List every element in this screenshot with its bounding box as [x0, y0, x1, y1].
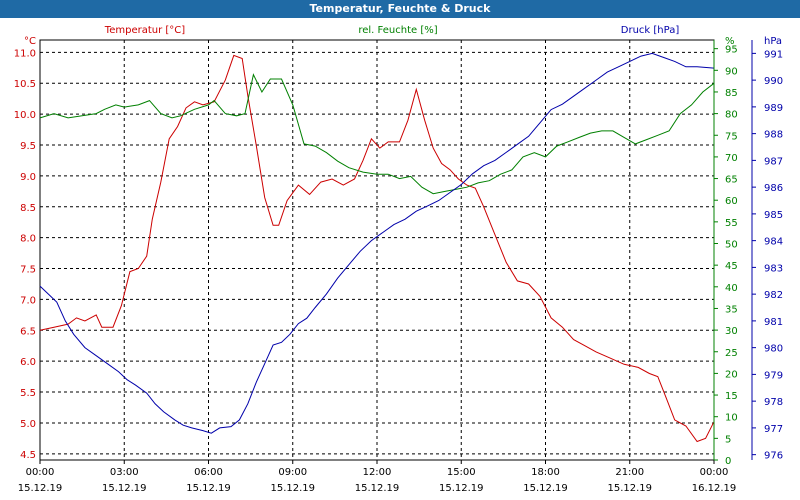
temperature-tick-0: 4.5 — [20, 450, 36, 461]
humidity-tick-18: 90 — [725, 66, 738, 77]
chart-title: Temperatur, Feuchte & Druck — [309, 2, 491, 15]
humidity-tick-4: 20 — [725, 369, 738, 380]
x-tick-time-7: 21:00 — [615, 467, 644, 478]
chart-canvas: 00:00 15.12.19 03:00 15.12.19 06:00 15.12.19 0… — [14, 25, 783, 494]
temperature-tick-3: 6.0 — [20, 357, 36, 368]
humidity-tick-0: 0 — [725, 456, 731, 467]
x-tick-time-0: 00:00 — [26, 467, 55, 478]
pressure-tick-8: 984 — [764, 237, 783, 248]
humidity-tick-17: 85 — [725, 88, 738, 99]
humidity-tick-16: 80 — [725, 110, 738, 121]
x-tick-date-6: 15.12.19 — [523, 483, 568, 494]
humidity-tick-2: 10 — [725, 413, 738, 424]
temperature-unit: °C — [24, 36, 36, 47]
temperature-tick-5: 7.0 — [20, 295, 36, 306]
pressure-tick-11: 987 — [764, 156, 783, 167]
pressure-tick-14: 990 — [764, 76, 783, 87]
humidity-line — [39, 73, 715, 195]
humidity-tick-5: 25 — [725, 348, 738, 359]
x-tick-date-4: 15.12.19 — [355, 483, 400, 494]
x-tick-date-7: 15.12.19 — [607, 483, 652, 494]
pressure-tick-4: 980 — [764, 344, 783, 355]
series-lines — [39, 52, 715, 443]
x-tick-date-5: 15.12.19 — [439, 483, 484, 494]
temperature-tick-4: 6.5 — [20, 326, 36, 337]
chart-title-bar: Temperatur, Feuchte & Druck — [0, 0, 800, 18]
pressure-tick-13: 989 — [764, 103, 783, 114]
legend-temperature: Temperatur [°C] — [104, 25, 185, 36]
temperature-tick-10: 9.5 — [20, 141, 36, 152]
legend-humidity: rel. Feuchte [%] — [358, 25, 437, 36]
axis-labels: 00:00 15.12.19 03:00 15.12.19 06:00 15.12.19 0… — [14, 25, 783, 494]
temperature-tick-2: 5.5 — [20, 388, 36, 399]
temperature-tick-13: 11.0 — [14, 48, 36, 59]
x-tick-date-8: 16.12.19 — [692, 483, 737, 494]
temperature-tick-8: 8.5 — [20, 203, 36, 214]
x-tick-time-2: 06:00 — [194, 467, 223, 478]
x-tick-date-3: 15.12.19 — [270, 483, 315, 494]
pressure-tick-5: 981 — [764, 317, 783, 328]
temperature-tick-6: 7.5 — [20, 265, 36, 276]
humidity-tick-12: 60 — [725, 196, 738, 207]
x-tick-time-3: 09:00 — [278, 467, 307, 478]
x-tick-date-1: 15.12.19 — [102, 483, 147, 494]
temperature-tick-1: 5.0 — [20, 419, 36, 430]
x-tick-time-6: 18:00 — [531, 467, 560, 478]
humidity-tick-7: 35 — [725, 304, 738, 315]
humidity-tick-6: 30 — [725, 326, 738, 337]
humidity-tick-19: 95 — [725, 45, 738, 56]
x-tick-time-1: 03:00 — [110, 467, 139, 478]
humidity-unit: % — [725, 36, 735, 47]
pressure-tick-7: 983 — [764, 263, 783, 274]
pressure-tick-0: 976 — [764, 451, 783, 462]
humidity-tick-8: 40 — [725, 283, 738, 294]
pressure-tick-15: 991 — [764, 49, 783, 60]
humidity-tick-13: 65 — [725, 175, 738, 186]
humidity-tick-3: 15 — [725, 391, 738, 402]
x-tick-time-8: 00:00 — [700, 467, 729, 478]
humidity-tick-15: 75 — [725, 131, 738, 142]
humidity-tick-14: 70 — [725, 153, 738, 164]
x-tick-date-2: 15.12.19 — [186, 483, 231, 494]
pressure-tick-2: 978 — [764, 397, 783, 408]
pressure-tick-12: 988 — [764, 130, 783, 141]
temperature-line — [39, 54, 715, 443]
pressure-line — [39, 52, 715, 434]
temperature-tick-9: 9.0 — [20, 172, 36, 183]
temperature-tick-11: 10.0 — [14, 110, 36, 121]
pressure-tick-6: 982 — [764, 290, 783, 301]
temperature-tick-12: 10.5 — [14, 79, 36, 90]
pressure-tick-10: 986 — [764, 183, 783, 194]
humidity-tick-10: 50 — [725, 240, 738, 251]
temperature-tick-7: 8.0 — [20, 234, 36, 245]
humidity-tick-9: 45 — [725, 261, 738, 272]
pressure-tick-3: 979 — [764, 370, 783, 381]
x-tick-time-4: 12:00 — [363, 467, 392, 478]
legend-pressure: Druck [hPa] — [621, 25, 680, 36]
grid-lines — [40, 40, 714, 460]
humidity-tick-11: 55 — [725, 218, 738, 229]
pressure-tick-9: 985 — [764, 210, 783, 221]
x-tick-date-0: 15.12.19 — [18, 483, 63, 494]
humidity-tick-1: 5 — [725, 434, 731, 445]
pressure-unit: hPa — [764, 36, 782, 47]
x-tick-time-5: 15:00 — [447, 467, 476, 478]
pressure-tick-1: 977 — [764, 424, 783, 435]
